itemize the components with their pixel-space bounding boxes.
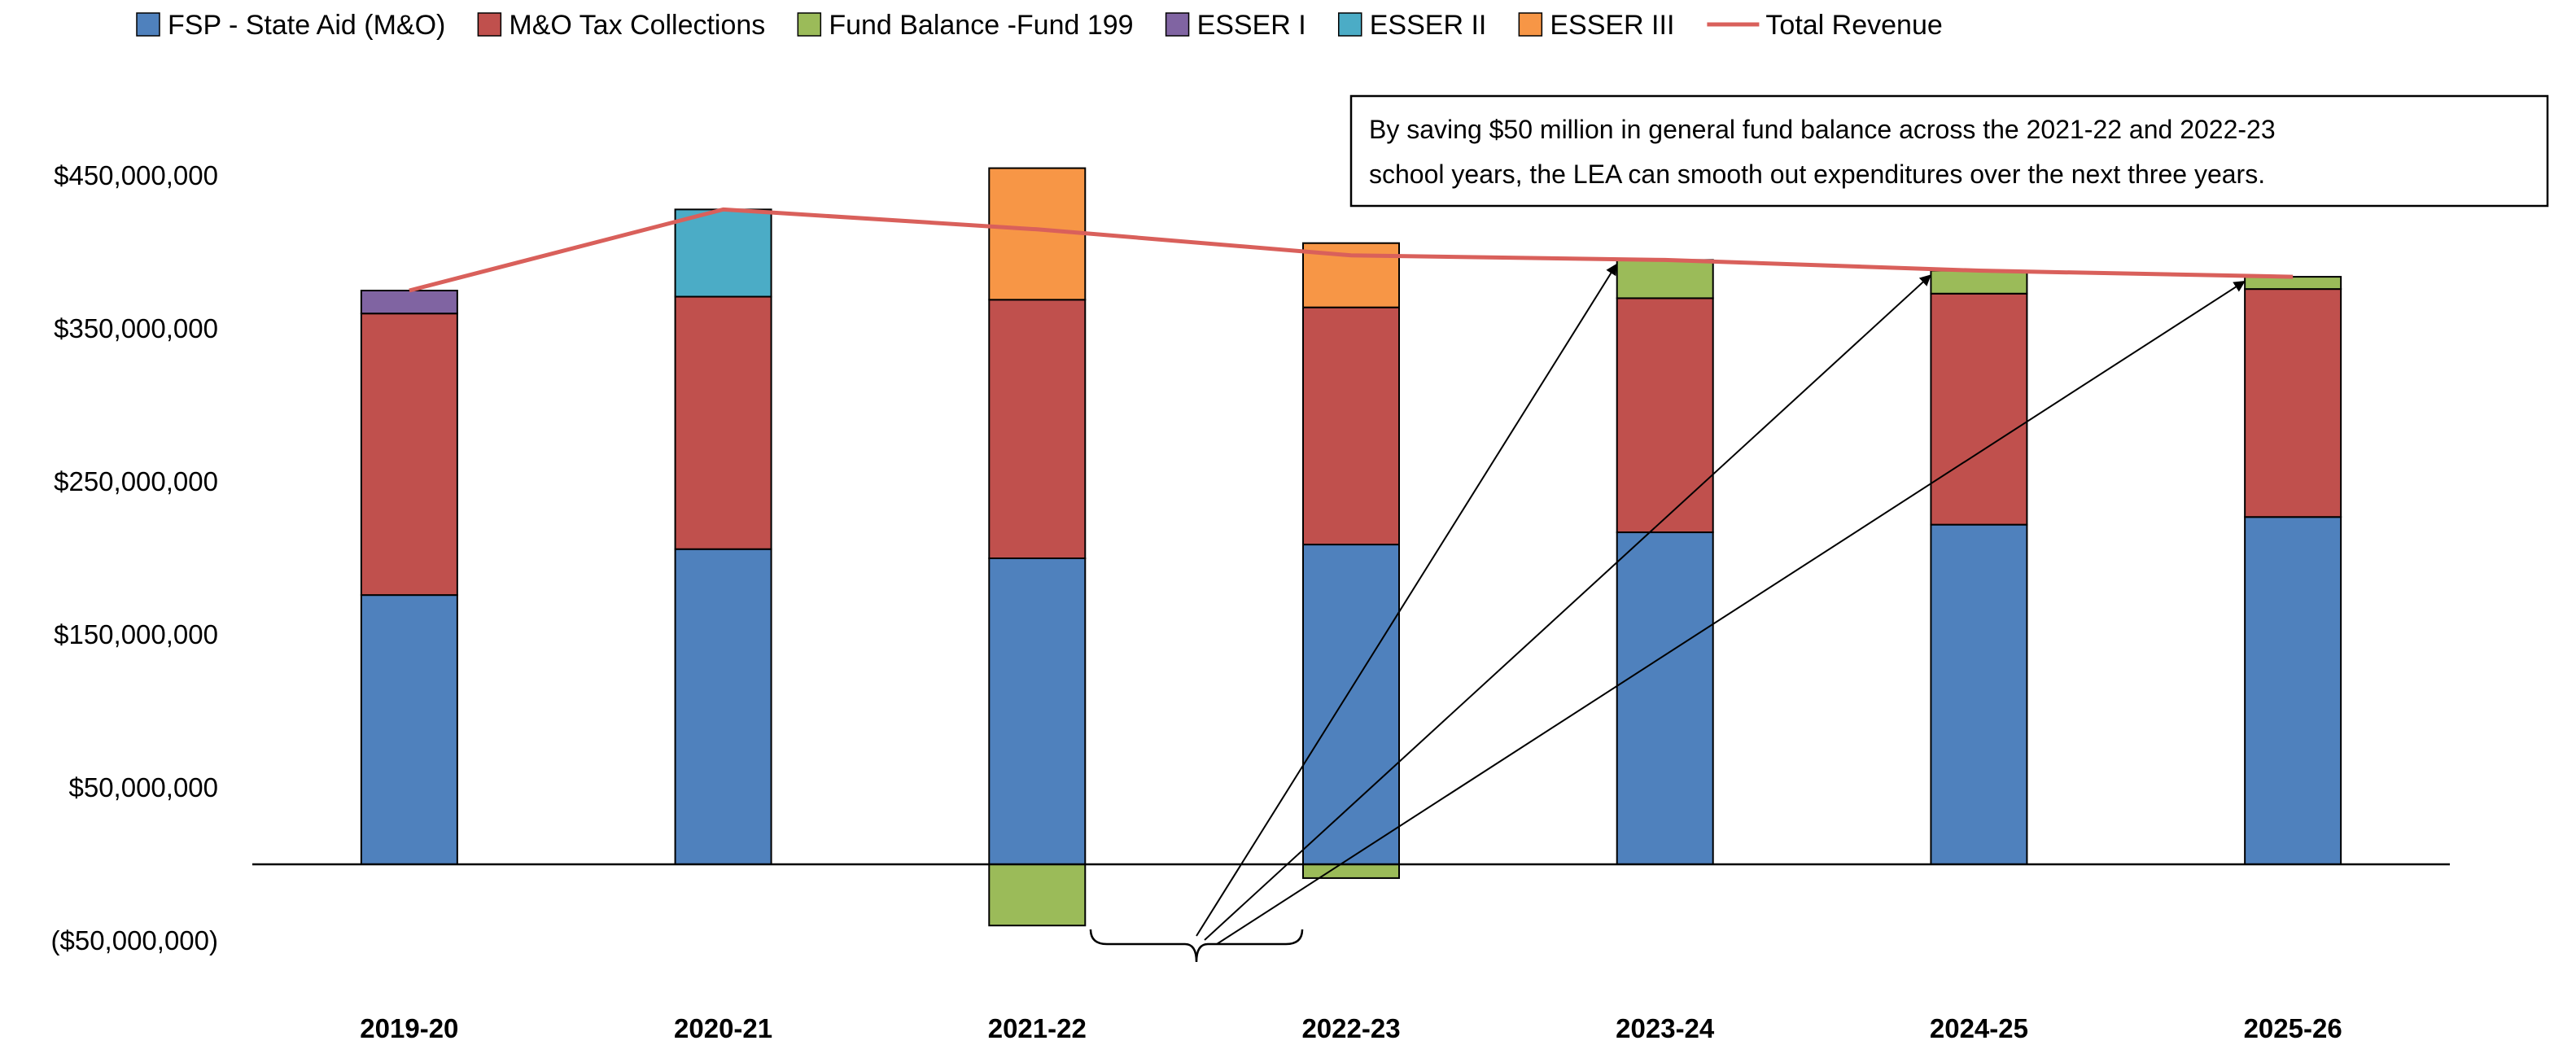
bar-segment — [360, 290, 458, 315]
legend-swatch — [1165, 12, 1190, 37]
bar-segment — [1616, 531, 1714, 865]
y-tick-label: $150,000,000 — [54, 619, 218, 649]
bar-segment — [2244, 288, 2342, 518]
x-tick-label: 2023-24 — [1616, 1013, 1715, 1043]
callout-text-line-2: school years, the LEA can smooth out exp… — [1369, 160, 2265, 189]
brace — [1089, 929, 1304, 963]
legend-swatch — [1337, 12, 1362, 37]
legend: FSP - State Aid (M&O) M&O Tax Collections… — [136, 10, 1943, 41]
bar-segment — [674, 295, 772, 550]
bar-segment — [360, 313, 458, 597]
total-revenue-line — [409, 207, 2294, 293]
legend-label: FSP - State Aid (M&O) — [168, 10, 445, 41]
bar-segment — [2244, 516, 2342, 865]
legend-label: M&O Tax Collections — [509, 10, 765, 41]
y-axis: ($50,000,000) $50,000,000 $150,000,000 $250… — [51, 160, 219, 955]
legend-label: ESSER III — [1550, 10, 1674, 41]
legend-swatch — [797, 12, 822, 37]
bar-segment — [1930, 523, 2028, 865]
bar-segment — [674, 208, 772, 298]
legend-label: Fund Balance -Fund 199 — [829, 10, 1133, 41]
bar-segment — [1302, 864, 1400, 879]
x-tick-label: 2022-23 — [1301, 1013, 1400, 1043]
bar-segment — [1930, 269, 2028, 295]
annotation-arrow — [1196, 263, 1617, 937]
bar-segment — [988, 299, 1087, 559]
y-tick-label: $250,000,000 — [54, 466, 218, 496]
x-tick-label: 2021-22 — [988, 1013, 1087, 1043]
annotation-arrow — [1204, 274, 1931, 941]
y-tick-label: $50,000,000 — [68, 772, 218, 802]
bar-segment — [674, 548, 772, 865]
legend-swatch — [136, 12, 160, 37]
y-tick-label: $450,000,000 — [54, 160, 218, 190]
bar-segment — [1616, 297, 1714, 534]
x-tick-label: 2025-26 — [2244, 1013, 2342, 1043]
bars — [360, 167, 2342, 927]
callout-border — [1349, 94, 2549, 208]
bar-segment — [1302, 544, 1400, 866]
y-tick-label: ($50,000,000) — [51, 925, 219, 955]
x-tick-label: 2024-25 — [1930, 1013, 2028, 1043]
bar-segment — [988, 557, 1087, 865]
bar-segment — [1616, 259, 1714, 300]
legend-label: ESSER II — [1370, 10, 1487, 41]
x-axis: 2019-20 2020-21 2021-22 2022-23 2023-24 2024-… — [360, 1013, 2342, 1043]
legend-label: ESSER I — [1197, 10, 1306, 41]
legend-label: Total Revenue — [1765, 10, 1942, 41]
callout-text-line-1: By saving $50 million in general fund ba… — [1369, 115, 2276, 144]
callout-box: By saving $50 million in general fund ba… — [1349, 94, 2549, 208]
annotation-arrow — [1216, 280, 2246, 945]
y-tick-label: $350,000,000 — [54, 313, 218, 343]
legend-swatch — [477, 12, 502, 37]
x-tick-label: 2019-20 — [360, 1013, 458, 1043]
bar-segment — [360, 594, 458, 865]
bar-segment — [1930, 292, 2028, 526]
bar-segment — [988, 864, 1087, 927]
bar-segment — [2244, 276, 2342, 291]
legend-swatch — [1518, 12, 1543, 37]
bar-segment — [1302, 306, 1400, 546]
x-tick-label: 2020-21 — [674, 1013, 772, 1043]
annotation-arrows — [1089, 263, 2246, 963]
